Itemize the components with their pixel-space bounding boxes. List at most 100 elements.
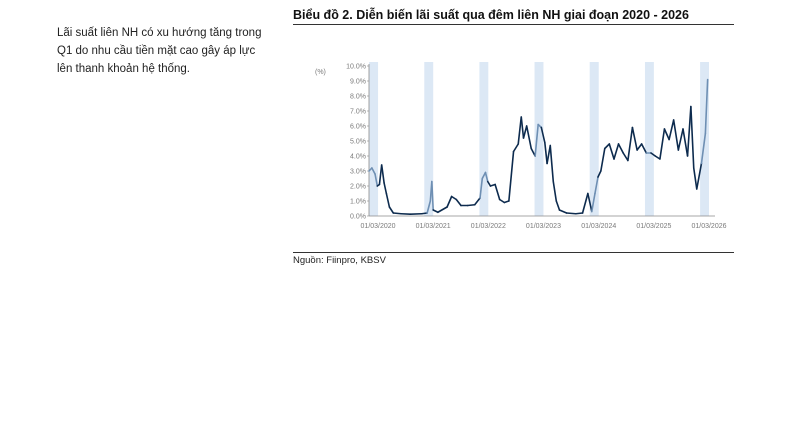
- shaded-period-4: [534, 62, 544, 216]
- series-segment: [677, 128, 684, 151]
- series-segment: [682, 128, 689, 157]
- y-tick-label: 0.0%: [350, 214, 366, 221]
- title-rule: [293, 24, 734, 25]
- series-segment: [517, 116, 523, 145]
- series-segment: [603, 143, 611, 150]
- x-tick-label: 01/03/2024: [581, 223, 616, 230]
- series-segment: [608, 143, 615, 160]
- series-segment: [672, 119, 680, 151]
- series-segment: [552, 180, 558, 202]
- series-segment: [383, 182, 388, 195]
- series-segment: [374, 173, 379, 187]
- series-segment: [494, 183, 501, 201]
- shaded-period-5: [589, 62, 599, 216]
- series-segment: [565, 212, 577, 215]
- series-segment: [455, 198, 462, 207]
- x-tick-label: 01/03/2023: [526, 223, 561, 230]
- series-segment: [627, 126, 634, 162]
- y-tick-label: 10.0%: [346, 64, 366, 71]
- series-segment: [704, 78, 709, 135]
- x-tick-label: 01/03/2021: [416, 223, 451, 230]
- series-segment: [525, 125, 533, 150]
- series-segment: [668, 119, 675, 141]
- series-segment: [534, 123, 539, 157]
- y-tick-label: 8.0%: [350, 94, 366, 101]
- series-segment: [594, 176, 599, 195]
- series-segment: [654, 155, 661, 160]
- x-tick-labels: 01/03/2020 01/03/2021 01/03/2022 01/03/2023…: [361, 223, 727, 230]
- series-segment: [392, 212, 402, 215]
- shaded-periods: [369, 62, 709, 216]
- series-segment: [695, 162, 703, 190]
- series-segment: [663, 128, 670, 141]
- series-segment: [597, 170, 602, 178]
- series-segment: [378, 164, 383, 186]
- side-note: Lãi suất liên NH có xu hướng tăng trong …: [57, 27, 262, 75]
- y-tick-label: 3.0%: [350, 169, 366, 176]
- series-segment: [508, 150, 515, 202]
- series-segment: [690, 105, 695, 169]
- shaded-period-6: [644, 62, 654, 216]
- x-tick-label: 01/03/2022: [471, 223, 506, 230]
- series-segment: [371, 167, 376, 175]
- series-segment: [636, 143, 643, 151]
- series-segment: [486, 180, 492, 187]
- series-segment: [590, 192, 596, 213]
- series-segment: [692, 167, 698, 190]
- shaded-period-1: [369, 62, 379, 216]
- series-segment: [385, 192, 391, 208]
- shaded-period-2: [424, 62, 434, 216]
- x-tick-label: 01/03/2025: [636, 223, 671, 230]
- series-segment: [380, 164, 385, 184]
- series-segment: [473, 197, 481, 206]
- series-segment: [581, 192, 589, 214]
- series-segment: [686, 105, 692, 157]
- chart-title: Biểu đồ 2. Diễn biến lãi suất qua đêm li…: [293, 8, 689, 22]
- series-segment: [466, 203, 476, 207]
- series-segment: [437, 206, 448, 214]
- series-segment: [631, 126, 638, 151]
- y-tick-label: 5.0%: [350, 139, 366, 146]
- series-segment: [432, 209, 439, 214]
- series-segment: [574, 212, 584, 215]
- source-rule: [293, 252, 734, 253]
- series-segment: [650, 152, 657, 157]
- y-tick-label: 9.0%: [350, 79, 366, 86]
- series-segment: [587, 192, 593, 213]
- series-lines: [368, 78, 709, 215]
- y-tick-label: 4.0%: [350, 154, 366, 161]
- shaded-period-3: [479, 62, 489, 216]
- series-segment: [549, 144, 555, 183]
- y-unit-label: (%): [315, 69, 326, 76]
- y-tick-labels: 0.0% 1.0% 2.0% 3.0% 4.0% 5.0% 6.0% 7.0% 8.0% 9.0%…: [346, 64, 369, 221]
- series-segment: [640, 143, 648, 154]
- series-segment: [600, 147, 606, 172]
- series-segment: [520, 116, 525, 139]
- source-note: Nguồn: Fiinpro, KBSV: [293, 255, 386, 266]
- series-segment: [558, 209, 568, 214]
- series-segment: [512, 143, 520, 153]
- series-segment: [431, 180, 434, 211]
- series-segment: [555, 200, 561, 211]
- series-segment: [420, 212, 428, 215]
- x-tick-label: 01/03/2026: [691, 223, 726, 230]
- series-segment: [450, 195, 458, 201]
- series-segment: [700, 132, 707, 165]
- y-tick-label: 2.0%: [350, 184, 366, 191]
- series-segment: [613, 143, 620, 160]
- series-segment: [544, 141, 548, 165]
- y-tick-label: 7.0%: [350, 109, 366, 116]
- series-segment: [622, 152, 629, 162]
- axis-lines: [368, 64, 715, 217]
- series-segment: [446, 195, 453, 208]
- series-segment: [426, 200, 432, 214]
- y-tick-label: 1.0%: [350, 199, 366, 206]
- series-segment: [388, 206, 395, 214]
- series-segment: [617, 143, 625, 154]
- x-tick-label: 01/03/2020: [361, 223, 396, 230]
- y-tick-label: 6.0%: [350, 124, 366, 131]
- series-segment: [498, 198, 506, 204]
- series-segment: [659, 128, 666, 160]
- series-segment: [479, 177, 484, 199]
